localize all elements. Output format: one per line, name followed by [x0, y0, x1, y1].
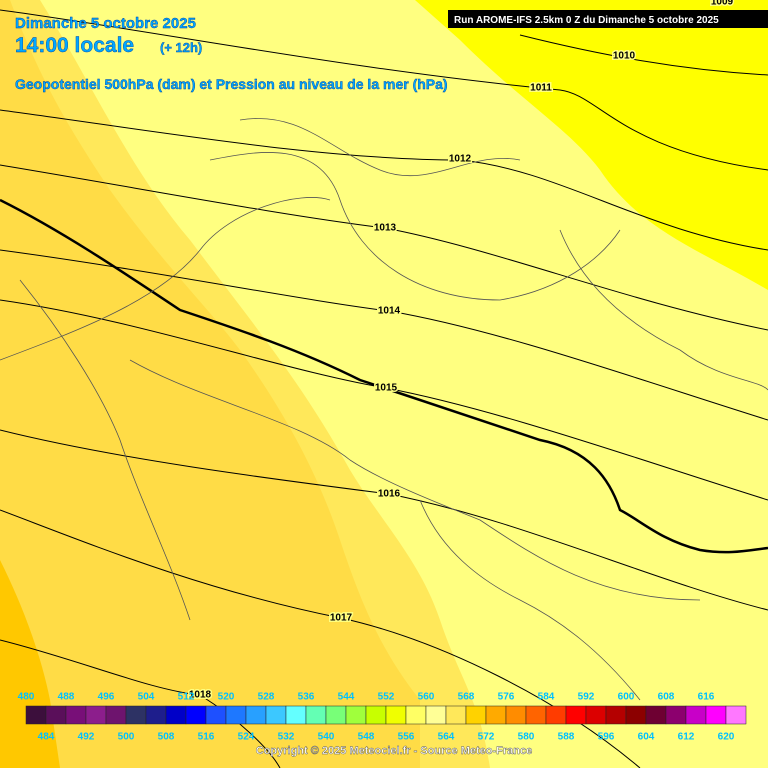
color-swatch: [385, 705, 407, 725]
color-swatch: [645, 705, 667, 725]
legend-label: 500: [118, 732, 135, 743]
color-swatch: [405, 705, 427, 725]
legend-label: 516: [198, 732, 215, 743]
color-swatch: [305, 705, 327, 725]
color-swatch: [685, 705, 707, 725]
color-swatch: [625, 705, 647, 725]
color-swatch: [505, 705, 527, 725]
legend-label: 564: [438, 732, 455, 743]
legend-label: 536: [298, 692, 315, 703]
color-swatch: [225, 705, 247, 725]
color-swatch: [285, 705, 307, 725]
legend-label: 576: [498, 692, 515, 703]
color-swatch: [725, 705, 747, 725]
legend-label: 524: [238, 732, 255, 743]
legend-label: 548: [358, 732, 375, 743]
legend-label: 532: [278, 732, 295, 743]
color-swatch: [125, 705, 147, 725]
run-bar: [448, 10, 768, 28]
legend-label: 596: [598, 732, 615, 743]
legend-label: 540: [318, 732, 335, 743]
color-swatch: [245, 705, 267, 725]
footer: Copyright © 2025 Meteociel.fr - Source M…: [256, 745, 532, 757]
color-swatch: [585, 705, 607, 725]
legend-label: 584: [538, 692, 555, 703]
legend-label: 616: [698, 692, 715, 703]
color-swatch: [85, 705, 107, 725]
color-swatch: [705, 705, 727, 725]
color-swatch: [265, 705, 287, 725]
legend-label: 600: [618, 692, 635, 703]
legend-label: 608: [658, 692, 675, 703]
legend-label: 612: [678, 732, 695, 743]
legend-label: 480: [18, 692, 35, 703]
legend-label: 528: [258, 692, 275, 703]
color-swatch: [65, 705, 87, 725]
legend-label: 544: [338, 692, 355, 703]
legend-label: 604: [638, 732, 655, 743]
legend-label: 580: [518, 732, 535, 743]
legend-label: 496: [98, 692, 115, 703]
isobar-label: 1017: [330, 613, 353, 624]
color-swatch: [345, 705, 367, 725]
isobar-label: 1016: [378, 489, 401, 500]
regions: [0, 118, 768, 701]
isobar-label: 1011: [530, 83, 552, 94]
color-swatch: [425, 705, 447, 725]
isobar-label: 1010: [613, 51, 636, 62]
color-swatch: [205, 705, 227, 725]
color-swatch: [565, 705, 587, 725]
border: [0, 198, 768, 554]
legend-label: 556: [398, 732, 415, 743]
legend-label: 560: [418, 692, 435, 703]
legend-label: 520: [218, 692, 235, 703]
legend-label: 508: [158, 732, 175, 743]
isobar-label: 1015: [375, 383, 398, 394]
color-swatch: [365, 705, 387, 725]
isobar-label: 1012: [449, 154, 472, 165]
legend-label: 488: [58, 692, 75, 703]
isobar-label: 1014: [378, 306, 401, 317]
zone-552: [415, 0, 768, 290]
color-swatch: [665, 705, 687, 725]
date: Dimanche 5 octobre 2025: [15, 15, 196, 32]
legend-label: 484: [38, 732, 55, 743]
color-swatch: [325, 705, 347, 725]
color-swatch: [465, 705, 487, 725]
legend-label: 588: [558, 732, 575, 743]
legend-label: 504: [138, 692, 155, 703]
color-swatch: [485, 705, 507, 725]
isobar-label: 1018: [189, 690, 212, 701]
run-label: Run AROME-IFS 2.5km 0 Z du Dimanche 5 oc…: [454, 15, 719, 26]
isobar-label: 1013: [374, 223, 397, 234]
color-swatch: [45, 705, 67, 725]
color-swatch: [445, 705, 467, 725]
field: Geopotentiel 500hPa (dam) et Pression au…: [15, 76, 448, 92]
legend-label: 492: [78, 732, 95, 743]
color-swatch: [605, 705, 627, 725]
legend-label: 620: [718, 732, 735, 743]
time: 14:00 locale: [15, 34, 134, 57]
color-swatch: [525, 705, 547, 725]
zone-564: [0, 0, 420, 768]
legend-label: 592: [578, 692, 595, 703]
color-swatch: [165, 705, 187, 725]
isobar-labels: 1009 1010 1011 1012 1013 1014 1015 1016 1017 1018: [187, 0, 735, 702]
color-swatch: [185, 705, 207, 725]
legend-label: 552: [378, 692, 395, 703]
color-swatch: [545, 705, 567, 725]
legend-label: 572: [478, 732, 495, 743]
color-swatch: [105, 705, 127, 725]
colorbar: 480 484 488 492 496 500 504 508 512 516 520 524 528 5…: [18, 692, 747, 743]
legend-label: 512: [178, 692, 195, 703]
lead: (+ 12h): [160, 40, 202, 55]
color-swatch: [25, 705, 47, 725]
color-swatch: [145, 705, 167, 725]
legend-label: 568: [458, 692, 475, 703]
isobar-label: 1009: [711, 0, 734, 8]
